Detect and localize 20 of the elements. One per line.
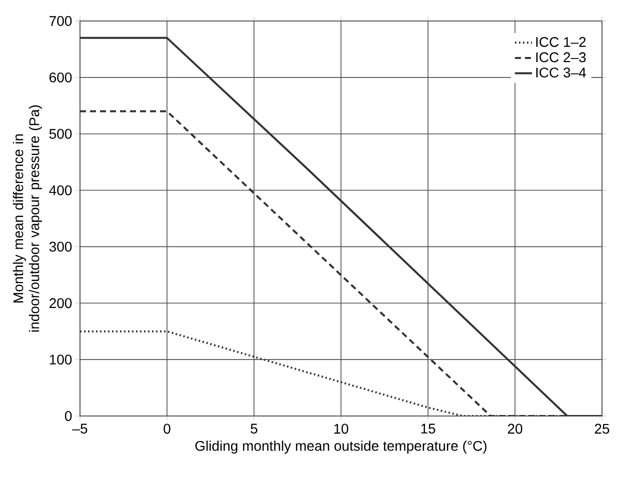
y-tick-label: 300	[49, 242, 72, 252]
y-tick-label: 600	[50, 72, 72, 82]
y-tick-label: 100	[50, 354, 72, 365]
y-tick-label: 0	[64, 411, 72, 421]
x-tick-label: 0	[164, 424, 170, 434]
y-tick-label: 500	[49, 128, 72, 139]
legend-label: ICC 2–3	[536, 52, 586, 62]
x-tick-label: 15	[421, 424, 436, 434]
legend-label: ICC 3–4	[536, 68, 586, 78]
x-tick-label: 25	[594, 424, 610, 434]
y-tick-label: 400	[49, 185, 72, 196]
x-tick-label: 20	[508, 424, 522, 434]
x-axis-title: Gliding monthly mean outside temperature (°C)	[195, 440, 486, 454]
y-tick-label: 200	[50, 298, 72, 308]
y-tick-label: 700	[50, 16, 72, 26]
y-axis-title: Monthly mean difference in indoor/outdoor vapour pressure (Pa)	[12, 105, 42, 332]
x-tick-label: 10	[334, 424, 348, 434]
x-tick-label: 5	[250, 424, 258, 434]
x-tick-label: –5	[72, 424, 88, 434]
legend-label: ICC 1–2	[536, 37, 586, 47]
